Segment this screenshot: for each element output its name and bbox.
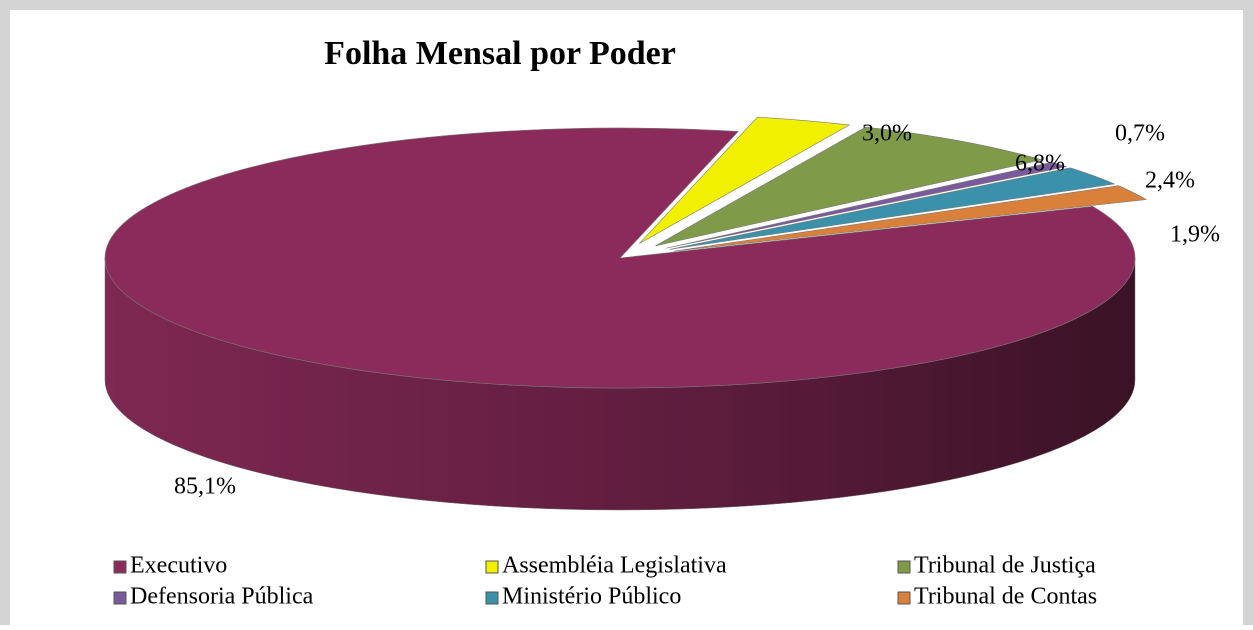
data-labels: 85,1% 3,0% 6,8% 0,7% 2,4% 1,9% [174, 121, 1220, 500]
legend-label: Executivo [130, 553, 227, 579]
legend-swatch [113, 591, 127, 605]
legend-label: Assembléia Legislativa [502, 553, 727, 579]
slice [669, 167, 1116, 250]
legend-swatch [897, 591, 911, 605]
data-label: 6,8% [1015, 151, 1065, 177]
legend-swatch [897, 560, 911, 574]
pie [104, 116, 1148, 511]
slice [655, 126, 1042, 247]
legend: Executivo Assembléia Legislativa Tribunal … [113, 553, 1097, 610]
slice [104, 127, 1136, 389]
data-label: 0,7% [1115, 121, 1165, 147]
data-label: 3,0% [862, 121, 912, 147]
slice [638, 116, 851, 244]
legend-swatch [113, 560, 127, 574]
legend-label: Defensoria Pública [130, 584, 314, 610]
slice [665, 161, 1067, 249]
legend-label: Tribunal de Contas [914, 584, 1097, 610]
data-label: 85,1% [174, 474, 236, 500]
chart-title: Folha Mensal por Poder [324, 35, 676, 72]
data-label: 2,4% [1145, 168, 1195, 194]
legend-swatch [485, 560, 499, 574]
data-label: 1,9% [1170, 222, 1220, 248]
legend-swatch [485, 591, 499, 605]
slice [673, 185, 1148, 252]
legend-label: Ministério Público [502, 584, 681, 610]
legend-label: Tribunal de Justiça [914, 553, 1096, 579]
